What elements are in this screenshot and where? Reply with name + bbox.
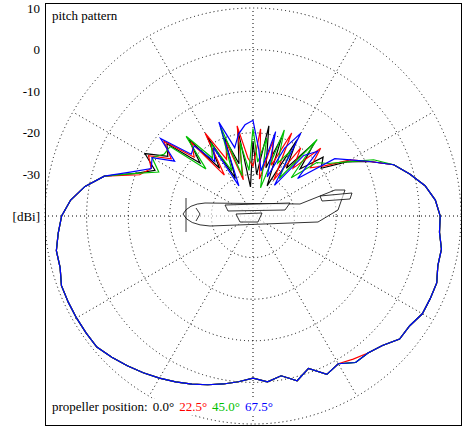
svg-text:-10: -10 (23, 84, 40, 99)
svg-text:-30: -30 (23, 167, 40, 182)
svg-text:[dBi]: [dBi] (13, 209, 40, 224)
svg-text:10: 10 (27, 1, 40, 16)
html-text:pitch pattern: pitch pattern (52, 8, 118, 23)
svg-text:0: 0 (34, 42, 41, 57)
svg-text:-20: -20 (23, 125, 40, 140)
html-text:propeller position: 0.0° 22.5°: propeller position: 0.0° 22.5° 45.0° 67.… (52, 399, 273, 414)
